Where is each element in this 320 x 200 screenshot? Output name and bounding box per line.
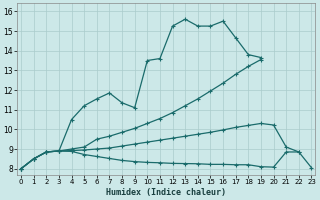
- X-axis label: Humidex (Indice chaleur): Humidex (Indice chaleur): [106, 188, 226, 197]
